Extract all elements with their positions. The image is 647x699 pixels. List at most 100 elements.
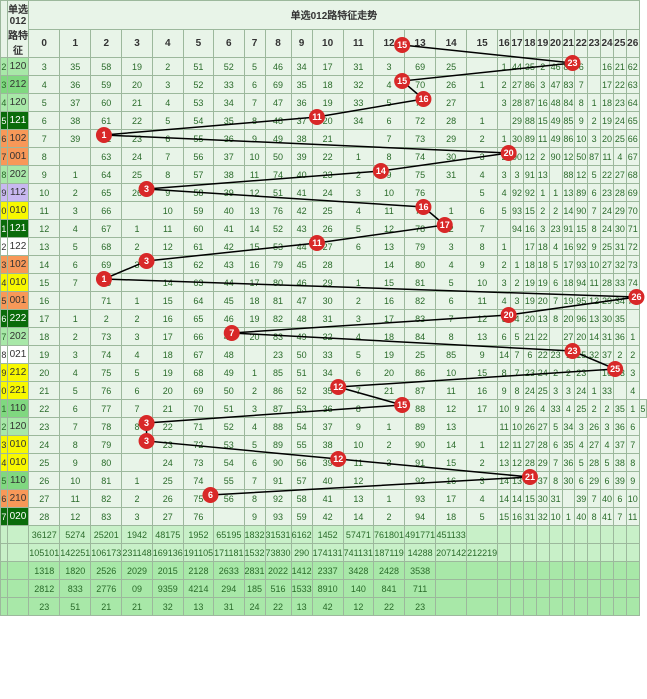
trend-cell: 54: [214, 454, 244, 472]
trend-cell: 5: [601, 454, 614, 472]
col-header: 6: [214, 29, 244, 58]
trend-cell: 33: [343, 94, 373, 112]
trend-cell: 70: [91, 274, 122, 292]
footer-cell: 2015: [152, 562, 183, 580]
col-header: 18: [523, 29, 536, 58]
trend-cell: 13: [343, 490, 373, 508]
footer-cell: 1533: [291, 580, 312, 598]
footer-cell: 13: [291, 598, 312, 616]
trend-cell: 6: [29, 112, 60, 130]
trend-cell: 1: [626, 328, 639, 346]
col-header: 5: [183, 29, 213, 58]
trend-cell: 62: [626, 58, 639, 76]
trend-cell: 5: [374, 94, 405, 112]
row-index: 7: [1, 508, 8, 526]
footer-cell: 2029: [122, 562, 152, 580]
trend-cell: 67: [626, 148, 639, 166]
trend-cell: 4: [575, 436, 588, 454]
trend-cell: 17: [601, 76, 614, 94]
trend-cell: 21: [374, 382, 405, 400]
trend-cell: 23: [122, 130, 152, 148]
trend-cell: 3: [60, 202, 91, 220]
footer-cell: [575, 526, 588, 544]
footer-cell: [436, 562, 467, 580]
footer-cell: [536, 580, 549, 598]
trend-cell: 68: [626, 166, 639, 184]
footer-cell: 65195: [214, 526, 244, 544]
trend-cell: 3: [343, 184, 373, 202]
trend-cell: 12: [575, 166, 588, 184]
trend-cell: 8: [588, 220, 601, 238]
footer-cell: 25201: [91, 526, 122, 544]
trend-cell: 74: [626, 274, 639, 292]
trend-cell: 3: [549, 382, 562, 400]
feature-label: 010: [7, 274, 28, 292]
trend-cell: 15: [29, 274, 60, 292]
footer-cell: [562, 526, 575, 544]
footer-cell: [536, 544, 549, 562]
trend-cell: 4: [467, 166, 498, 184]
trend-cell: 28: [29, 508, 60, 526]
trend-cell: 54: [183, 112, 213, 130]
trend-cell: 3: [511, 166, 524, 184]
trend-cell: 82: [562, 58, 575, 76]
trend-cell: 23: [29, 418, 60, 436]
trend-cell: 41: [214, 220, 244, 238]
trend-cell: 14: [152, 274, 183, 292]
trend-cell: 14: [511, 490, 524, 508]
footer-label: [7, 562, 28, 580]
footer-cell: 8910: [312, 580, 343, 598]
trend-cell: 2: [60, 184, 91, 202]
trend-cell: 44: [511, 58, 524, 76]
trend-cell: 74: [183, 472, 213, 490]
trend-cell: 69: [183, 382, 213, 400]
trend-cell: 13: [511, 472, 524, 490]
trend-cell: 16: [374, 292, 405, 310]
trend-cell: 12: [523, 148, 536, 166]
footer-cell: [549, 598, 562, 616]
trend-cell: 64: [626, 94, 639, 112]
trend-cell: 12: [588, 292, 601, 310]
footer-cell: 21: [122, 598, 152, 616]
trend-cell: 65: [183, 310, 213, 328]
trend-cell: 33: [312, 346, 343, 364]
trend-cell: 10: [549, 508, 562, 526]
footer-cell: 21: [91, 598, 122, 616]
trend-cell: 19: [312, 94, 343, 112]
trend-cell: 40: [601, 490, 614, 508]
trend-cell: 7: [467, 220, 498, 238]
trend-cell: [374, 400, 405, 418]
trend-cell: 93: [575, 256, 588, 274]
row-index: 5: [1, 292, 8, 310]
trend-cell: 11: [626, 508, 639, 526]
trend-cell: 28: [312, 256, 343, 274]
footer-cell: 207142: [436, 544, 467, 562]
trend-cell: 13: [436, 418, 467, 436]
trend-cell: 2: [374, 508, 405, 526]
footer-cell: 42: [312, 598, 343, 616]
trend-cell: 79: [91, 436, 122, 454]
trend-cell: 29: [436, 130, 467, 148]
trend-cell: 24: [29, 436, 60, 454]
trend-cell: 31: [312, 310, 343, 328]
trend-cell: 6: [60, 400, 91, 418]
footer-cell: 187119: [374, 544, 405, 562]
trend-cell: 17: [29, 310, 60, 328]
footer-cell: [498, 526, 511, 544]
trend-cell: 9: [467, 256, 498, 274]
footer-cell: 2776: [91, 580, 122, 598]
trend-cell: 22: [601, 166, 614, 184]
trend-cell: 15: [467, 364, 498, 382]
trend-cell: 3: [575, 418, 588, 436]
trend-cell: 5: [575, 454, 588, 472]
footer-cell: 22: [374, 598, 405, 616]
feature-label: 110: [7, 400, 28, 418]
trend-cell: 15: [244, 238, 265, 256]
trend-cell: 51: [291, 364, 312, 382]
footer-cell: [549, 544, 562, 562]
right-header: 单选012路特征走势: [29, 1, 639, 30]
trend-cell: 24: [312, 184, 343, 202]
footer-cell: 761801: [374, 526, 405, 544]
footer-cell: 1532: [244, 544, 265, 562]
trend-cell: 17: [523, 238, 536, 256]
